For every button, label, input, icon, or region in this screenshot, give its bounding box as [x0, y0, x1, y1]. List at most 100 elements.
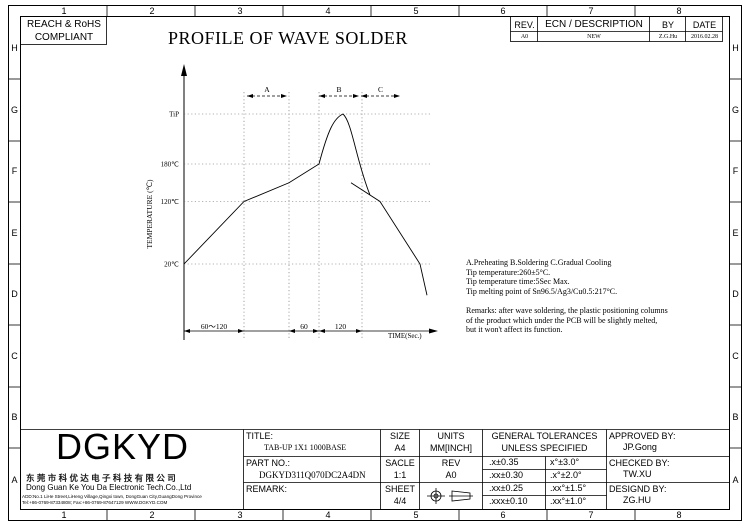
size-label: SIZE — [389, 431, 410, 441]
drawing-title: PROFILE OF WAVE SOLDER — [168, 28, 408, 48]
date-cell: 2016.02.28 — [691, 34, 718, 40]
note-tip-time: Tip temperature time:5Sec Max. — [466, 277, 570, 287]
tolerance-title-2: UNLESS SPECIFIED — [501, 443, 588, 453]
y-tick-label: TiP — [169, 111, 179, 119]
projection-symbol-icon — [427, 488, 473, 504]
wave-solder-profile-chart: A B C 60～120 60 120 20℃ 120℃ 180℃ TiP TEMPERATU… — [145, 64, 438, 340]
note-tip-temperature: Tip temperature:260±5°C. — [466, 267, 551, 277]
by-header: BY — [661, 19, 674, 30]
segment-arrow — [313, 329, 319, 333]
segment-arrow — [319, 329, 325, 333]
title-value: TAB-UP 1X1 1000BASE — [264, 443, 347, 452]
ruler-row-left: C — [11, 351, 18, 361]
company-address: ADD:No.1 LiHe Street,LiHeng Village,Qing… — [22, 494, 202, 499]
ruler-column-top: 3 — [237, 6, 242, 16]
designed-label: DESIGND BY: — [609, 484, 667, 494]
note-spacer — [466, 296, 706, 306]
sheet-value: 4/4 — [393, 496, 407, 506]
zone-label: C — [378, 85, 383, 94]
grid-ruler: 1 1 2 2 3 3 4 4 5 5 6 6 7 7 8 8 H H G G F F E E D D C C B B A A — [9, 6, 741, 520]
y-axis-label: TEMPERATURE (℃) — [145, 179, 154, 249]
title-label: TITLE: — [246, 431, 274, 441]
scale-label: SACLE — [385, 458, 415, 468]
y-tick-label: 20℃ — [164, 261, 179, 269]
x-axis-label: TIME(Sec.) — [388, 332, 422, 340]
sheet-label: SHEET — [384, 484, 415, 494]
ruler-row-left: G — [11, 105, 18, 115]
company-name-cn: 东 莞 市 科 优 达 电 子 科 技 有 限 公 司 — [26, 473, 176, 483]
segment-arrow — [356, 329, 362, 333]
size-value: A4 — [394, 443, 406, 453]
description-cell: NEW — [587, 34, 601, 40]
ruler-row-left: F — [12, 166, 18, 176]
angular-tolerance: .x°±2.0° — [550, 470, 582, 480]
ecn-header: ECN / DESCRIPTION — [545, 19, 643, 30]
ruler-column-top: 4 — [325, 6, 330, 16]
ruler-column-top: 7 — [588, 6, 593, 16]
ruler-column-bottom: 5 — [413, 510, 418, 520]
checked-label: CHECKED BY: — [609, 458, 670, 468]
ruler-column-top: 6 — [500, 6, 505, 16]
part-no-value: DGKYD311Q070DC2A4DN — [259, 470, 366, 480]
linear-tolerance: .xx±0.25 — [489, 483, 523, 493]
note-remarks-3: but it won't affect its function. — [466, 325, 563, 335]
company-logo: DGKYD — [56, 426, 190, 467]
ruler-column-bottom: 8 — [676, 510, 681, 520]
ruler-row-left: E — [11, 228, 17, 238]
ruler-column-bottom: 3 — [237, 510, 242, 520]
designed-value: ZG.HU — [623, 495, 651, 505]
ruler-column-bottom: 4 — [325, 510, 330, 520]
angular-tolerance: .xx°±1.5° — [550, 483, 587, 493]
units-label: UNITS — [437, 431, 465, 441]
note-melting-point: Tip melting point of Sn96.5/Ag3/Cu0.5:21… — [466, 286, 618, 296]
x-axis-arrow — [429, 328, 438, 334]
zone-dimensions: A B C — [247, 85, 400, 98]
ruler-row-right: E — [732, 228, 738, 238]
ruler-row-left: H — [11, 43, 18, 53]
part-no-label: PART NO.: — [246, 458, 291, 468]
zone-label: B — [336, 85, 341, 94]
y-tick-label: 120℃ — [161, 198, 180, 206]
angular-tolerance: .xx°±1.0° — [550, 496, 587, 506]
y-tick-labels: 20℃ 120℃ 180℃ TiP — [161, 111, 180, 269]
zone-arrow — [394, 94, 400, 98]
ruler-row-left: A — [11, 475, 17, 485]
company-contact: Tel:+86-0769-87334808; Fax:+86-0769-8764… — [22, 500, 168, 505]
rev-cell: A0 — [520, 34, 529, 40]
rev-value: A0 — [445, 470, 457, 480]
note-zones: A.Preheating B.Soldering C.Gradual Cooli… — [466, 258, 612, 267]
time-segment-label: 60～120 — [201, 322, 227, 331]
compliance-line-2: COMPLIANT — [34, 31, 94, 43]
linear-tolerance: .xx±0.30 — [489, 470, 523, 480]
ruler-row-left: B — [11, 412, 17, 422]
gridlines — [184, 92, 432, 340]
ruler-row-right: G — [732, 105, 739, 115]
ruler-column-top: 2 — [149, 6, 154, 16]
angular-tolerance: x°±3.0° — [550, 457, 580, 467]
scale-value: 1:1 — [393, 470, 407, 480]
ruler-row-right: B — [732, 412, 738, 422]
rev-label: REV — [441, 458, 461, 468]
zone-arrow — [281, 94, 287, 98]
inner-frame — [20, 16, 730, 510]
zone-arrow — [353, 94, 359, 98]
y-axis-arrow — [181, 64, 187, 76]
revision-table-lines — [510, 16, 723, 42]
approved-value: JP.Gong — [623, 442, 657, 452]
linear-tolerance: .xxx±0.10 — [489, 496, 528, 506]
rev-header: REV. — [514, 19, 535, 30]
ruler-row-right: H — [732, 43, 739, 53]
units-value: MM[INCH] — [430, 443, 472, 453]
approved-label: APPROVED BY: — [609, 431, 676, 441]
ruler-column-top: 8 — [676, 6, 681, 16]
segment-arrow — [184, 329, 190, 333]
zone-label: A — [264, 85, 270, 94]
date-header: DATE — [692, 19, 717, 30]
zone-arrow — [361, 94, 367, 98]
segment-arrow — [289, 329, 295, 333]
segment-arrow — [238, 329, 244, 333]
title-block-lines — [20, 429, 730, 510]
zone-arrow — [247, 94, 253, 98]
ruler-row-right: A — [732, 475, 738, 485]
